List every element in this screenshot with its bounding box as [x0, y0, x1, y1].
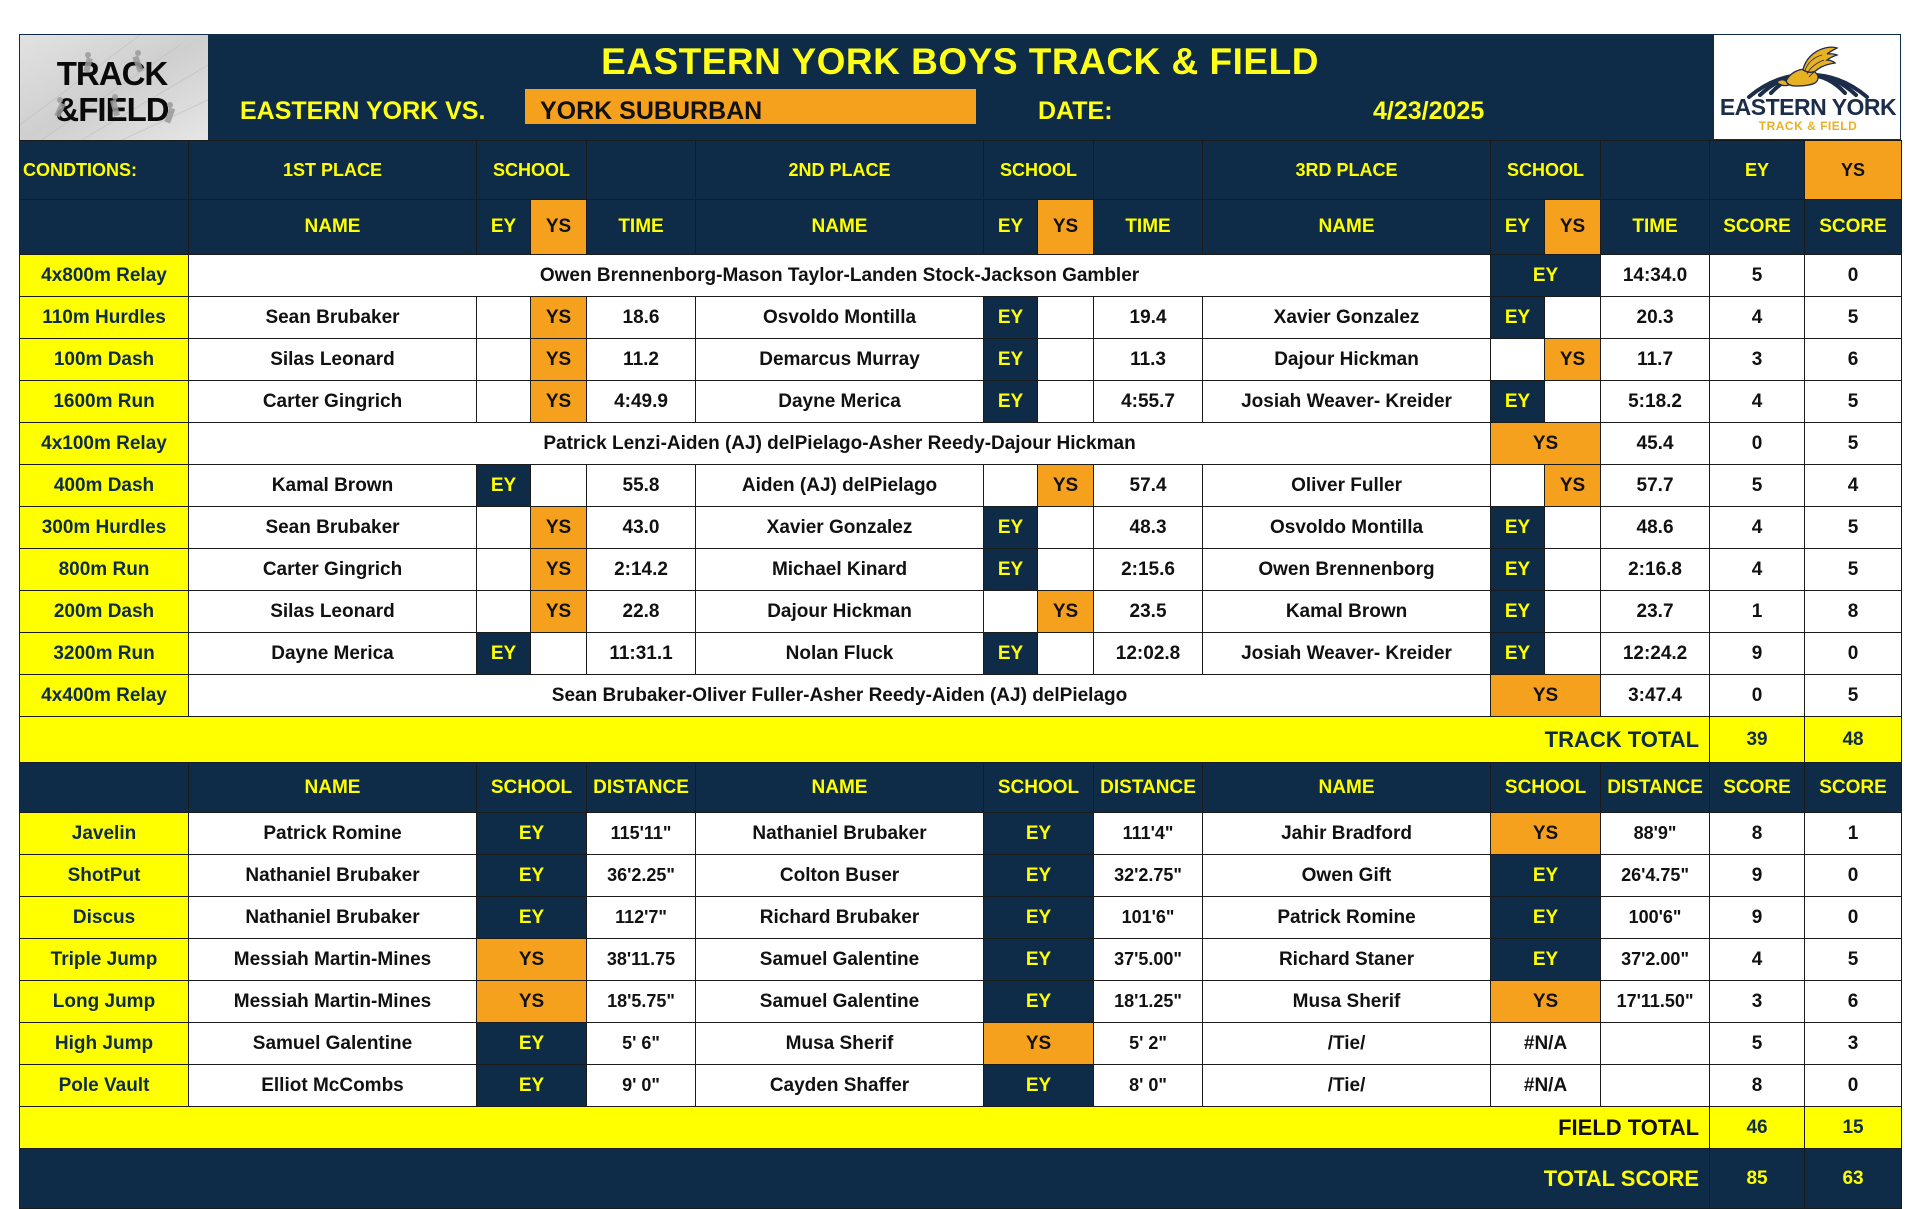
- svg-text:TRACK: TRACK: [57, 55, 169, 92]
- svg-text:TRACK & FIELD: TRACK & FIELD: [1759, 119, 1858, 133]
- svg-text:EASTERN YORK: EASTERN YORK: [1720, 94, 1897, 120]
